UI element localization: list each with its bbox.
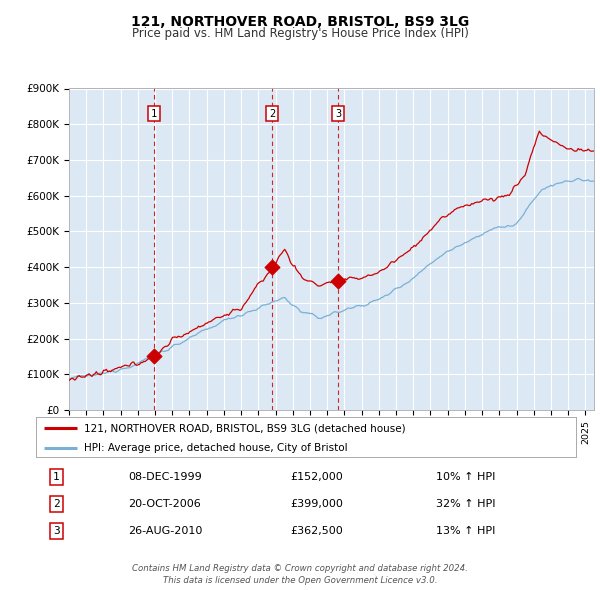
Point — [334, 276, 343, 285]
Text: 1: 1 — [53, 472, 60, 482]
Text: 08-DEC-1999: 08-DEC-1999 — [128, 472, 202, 482]
Point — [149, 351, 159, 360]
Text: 121, NORTHOVER ROAD, BRISTOL, BS9 3LG: 121, NORTHOVER ROAD, BRISTOL, BS9 3LG — [131, 15, 469, 30]
Text: Contains HM Land Registry data © Crown copyright and database right 2024.
This d: Contains HM Land Registry data © Crown c… — [132, 565, 468, 585]
Text: 20-OCT-2006: 20-OCT-2006 — [128, 499, 200, 509]
Text: HPI: Average price, detached house, City of Bristol: HPI: Average price, detached house, City… — [83, 444, 347, 454]
Point — [268, 263, 277, 272]
Text: 2: 2 — [269, 109, 275, 119]
Text: Price paid vs. HM Land Registry's House Price Index (HPI): Price paid vs. HM Land Registry's House … — [131, 27, 469, 40]
Text: 1: 1 — [151, 109, 157, 119]
Text: 32% ↑ HPI: 32% ↑ HPI — [436, 499, 495, 509]
Text: 13% ↑ HPI: 13% ↑ HPI — [436, 526, 495, 536]
Text: £362,500: £362,500 — [290, 526, 343, 536]
Text: 26-AUG-2010: 26-AUG-2010 — [128, 526, 202, 536]
Text: 10% ↑ HPI: 10% ↑ HPI — [436, 472, 495, 482]
Text: 3: 3 — [53, 526, 60, 536]
Text: 3: 3 — [335, 109, 341, 119]
Text: £399,000: £399,000 — [290, 499, 343, 509]
Text: £152,000: £152,000 — [290, 472, 343, 482]
Text: 121, NORTHOVER ROAD, BRISTOL, BS9 3LG (detached house): 121, NORTHOVER ROAD, BRISTOL, BS9 3LG (d… — [83, 424, 405, 434]
Text: 2: 2 — [53, 499, 60, 509]
